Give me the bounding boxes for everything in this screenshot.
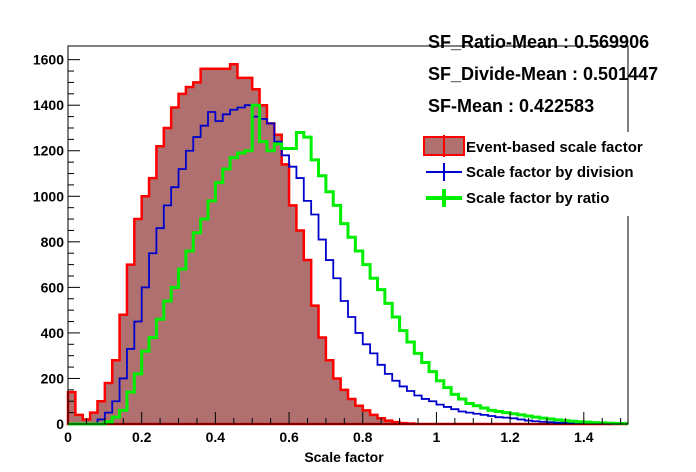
y-tick-label: 600 (41, 279, 65, 295)
plot-area (66, 62, 628, 426)
y-tick-label: 200 (41, 370, 65, 386)
legend-label-ratio: Scale factor by ratio (466, 190, 609, 207)
legend-label-event-based: Event-based scale factor (466, 139, 643, 156)
stat-divide-mean: SF_Divide-Mean : 0.501447 (428, 64, 658, 84)
x-tick-label: 0.4 (206, 429, 226, 445)
x-tick-label: 1.2 (500, 429, 520, 445)
legend-item-division: Scale factor by division (426, 163, 634, 181)
legend: Event-based scale factor Scale factor by… (422, 132, 678, 216)
x-tick-label: 1.4 (574, 429, 594, 445)
y-tick-label: 1400 (33, 97, 64, 113)
x-tick-label: 0.2 (132, 429, 152, 445)
series-division-line (68, 104, 628, 425)
axis-labels: 0 200 400 600 800 1000 1200 1400 1600 0 0.2 0.4 0.6 0… (33, 52, 594, 445)
series-event-based-histogram (66, 62, 628, 426)
stat-ratio-mean: SF_Ratio-Mean : 0.569906 (428, 32, 649, 52)
x-tick-label: 0 (64, 429, 72, 445)
y-tick-label: 1000 (33, 188, 64, 204)
series-ratio-line (68, 103, 628, 426)
y-tick-label: 0 (56, 416, 64, 432)
y-tick-label: 800 (41, 234, 65, 250)
axes (67, 45, 629, 425)
x-tick-label: 1 (433, 429, 441, 445)
legend-item-ratio: Scale factor by ratio (426, 189, 609, 207)
x-tick-label: 0.6 (279, 429, 299, 445)
legend-label-division: Scale factor by division (466, 164, 634, 181)
plot-frame (67, 45, 629, 425)
x-tick-label: 0.8 (353, 429, 373, 445)
y-tick-label: 1200 (33, 143, 64, 159)
y-tick-label: 1600 (33, 52, 64, 68)
y-tick-label: 400 (41, 325, 65, 341)
x-axis-title: Scale factor (304, 449, 384, 465)
legend-item-event-based: Event-based scale factor (423, 135, 643, 157)
stat-sf-mean: SF-Mean : 0.422583 (428, 96, 594, 116)
